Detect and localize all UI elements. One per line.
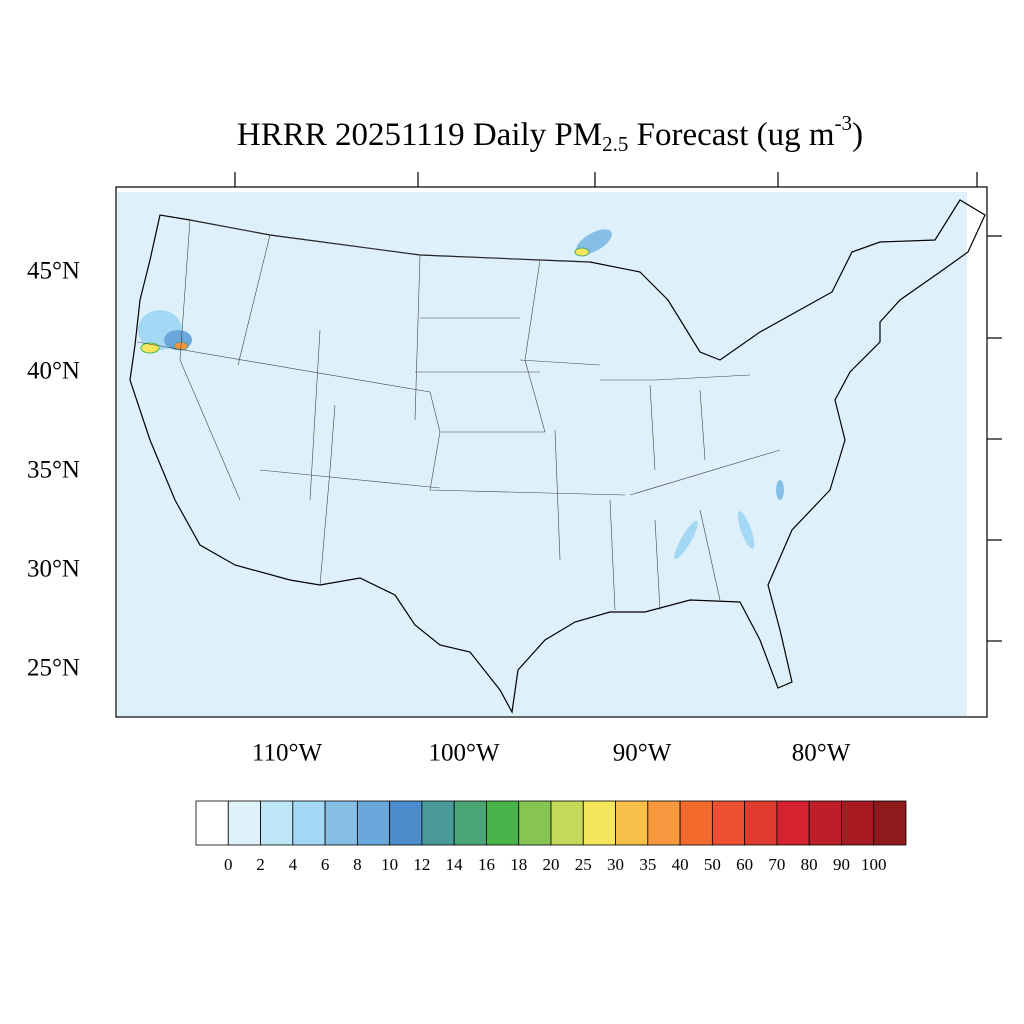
lat-label: 35°N xyxy=(27,457,80,484)
colorbar-label: 4 xyxy=(289,855,298,874)
colorbar-label: 2 xyxy=(256,855,265,874)
title-sub: 2.5 xyxy=(602,132,628,156)
smoke-plume xyxy=(776,480,784,500)
smoke-core xyxy=(140,342,160,354)
title-sup: -3 xyxy=(835,111,853,135)
lon-label: 100°W xyxy=(428,740,499,767)
colorbar-label: 60 xyxy=(736,855,753,874)
color-box xyxy=(582,800,616,846)
colorbar-label: 6 xyxy=(321,855,330,874)
colorbar-label: 30 xyxy=(607,855,624,874)
hotspots xyxy=(138,229,784,560)
color-box xyxy=(356,800,391,846)
lat-label: 45°N xyxy=(27,258,80,285)
colorbar-label: 14 xyxy=(446,855,464,874)
color-box xyxy=(808,800,842,846)
colorbar-label: 25 xyxy=(575,855,592,874)
state-lines xyxy=(136,219,781,611)
colorbar-label: 90 xyxy=(833,855,850,874)
color-box xyxy=(195,800,229,846)
colorbar-label: 100 xyxy=(861,855,887,874)
forecast-field xyxy=(117,192,967,716)
color-box xyxy=(292,800,326,846)
color-box xyxy=(260,800,294,846)
color-box xyxy=(518,800,552,846)
colorbar-label: 50 xyxy=(704,855,721,874)
color-box xyxy=(776,800,810,846)
color-box xyxy=(486,800,520,846)
color-box xyxy=(679,800,713,846)
colorbar-label: 80 xyxy=(801,855,818,874)
colorbar-label: 10 xyxy=(381,855,398,874)
title-end: ) xyxy=(852,117,863,153)
lat-label: 25°N xyxy=(27,655,80,682)
color-box xyxy=(615,800,649,846)
colorbar-label: 35 xyxy=(639,855,656,874)
map-ticks xyxy=(234,172,1002,642)
color-box xyxy=(453,800,487,846)
color-box xyxy=(744,800,778,846)
colorbar-label: 18 xyxy=(510,855,527,874)
colorbar-label: 8 xyxy=(353,855,362,874)
title: HRRR 20251119 Daily PM2.5 Forecast (ug m… xyxy=(237,111,863,156)
coastline xyxy=(129,199,986,714)
color-box xyxy=(841,800,875,846)
lat-label: 30°N xyxy=(27,556,80,583)
color-box xyxy=(711,800,746,846)
smoke-plume xyxy=(674,520,698,560)
axis-labels: 45°N 40°N 35°N 30°N 25°N 110°W 100°W 90°W 80°W xyxy=(27,258,851,767)
colorbar: 0 2 4 6 8 10 12 14 16 18 20 25 30 35 40 50 60 70 80 90 100 xyxy=(195,800,907,874)
color-box xyxy=(873,800,907,846)
colorbar-label: 40 xyxy=(672,855,689,874)
color-box xyxy=(421,800,455,846)
colorbar-label: 70 xyxy=(768,855,785,874)
smoke-plume xyxy=(737,511,755,549)
colorbar-label: 0 xyxy=(224,855,233,874)
color-box xyxy=(550,800,584,846)
canada-border xyxy=(189,219,591,263)
lon-label: 110°W xyxy=(252,740,323,767)
color-box xyxy=(324,800,358,846)
colorbar-label: 12 xyxy=(413,855,430,874)
title-main: HRRR 20251119 Daily PM xyxy=(237,117,602,153)
colorbar-label: 16 xyxy=(478,855,495,874)
colorbar-label: 20 xyxy=(543,855,560,874)
lat-label: 40°N xyxy=(27,358,80,385)
title-mid: Forecast (ug m xyxy=(628,117,835,153)
color-box xyxy=(389,800,423,846)
smoke-core xyxy=(574,247,590,257)
color-box xyxy=(647,800,681,846)
lon-label: 90°W xyxy=(613,740,672,767)
lon-label: 80°W xyxy=(792,740,851,767)
color-box xyxy=(227,800,261,846)
